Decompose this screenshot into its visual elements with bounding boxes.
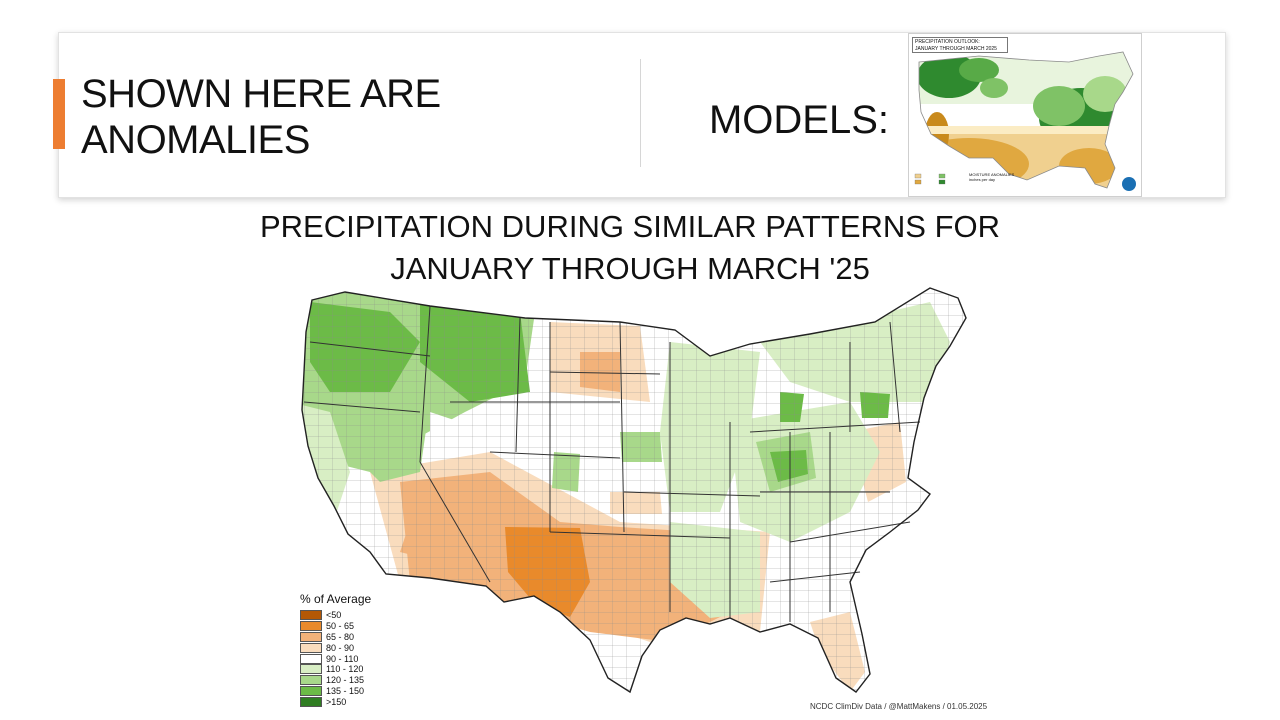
legend-swatch <box>300 621 322 632</box>
legend-item: 80 - 90 <box>300 642 410 653</box>
legend-item: 120 - 135 <box>300 675 410 686</box>
map-title-line1: PRECIPITATION DURING SIMILAR PATTERNS FO… <box>259 209 1001 244</box>
inset-map-title: PRECIPITATION OUTLOOK: JANUARY THROUGH M… <box>912 37 1008 53</box>
precipitation-map <box>290 282 990 702</box>
legend-item: >150 <box>300 696 410 707</box>
legend-item: 50 - 65 <box>300 621 410 632</box>
legend-swatch <box>300 642 322 653</box>
accent-bar <box>53 79 65 149</box>
legend-swatch <box>300 664 322 675</box>
legend-swatch <box>300 631 322 642</box>
legend-label: >150 <box>326 696 347 707</box>
legend-label: <50 <box>326 610 342 621</box>
header-title-line1: SHOWN HERE ARE <box>81 72 441 116</box>
legend-label: 65 - 80 <box>326 631 355 642</box>
model-outlook-map-graphic <box>914 51 1134 189</box>
noaa-logo-icon <box>1122 177 1136 191</box>
inset-legend-title-line1: MOISTURE ANOMALIES <box>969 172 1015 177</box>
inset-legend-title-line2: inches per day <box>969 177 996 182</box>
model-outlook-map: PRECIPITATION OUTLOOK: JANUARY THROUGH M… <box>908 33 1142 197</box>
legend-item: 135 - 150 <box>300 685 410 697</box>
legend-item: 65 - 80 <box>300 631 410 643</box>
legend-swatch <box>300 610 322 621</box>
legend-label: 90 - 110 <box>326 653 359 664</box>
legend-label: 110 - 120 <box>326 664 364 675</box>
legend-swatch <box>300 675 322 686</box>
header-divider <box>640 59 641 167</box>
header-card: SHOWN HERE ARE ANOMALIES MODELS: <box>53 32 1226 198</box>
inset-legend-title: MOISTURE ANOMALIES inches per day <box>969 172 1014 182</box>
map-legend: % of Average <50 50 - 65 65 - 80 80 - 90 90 … <box>300 592 410 707</box>
legend-rows: <50 50 - 65 65 - 80 80 - 90 90 - 110 110 - 12… <box>300 610 410 707</box>
map-credit: NCDC ClimDiv Data / @MattMakens / 01.05.… <box>810 702 988 711</box>
legend-title: % of Average <box>300 592 372 606</box>
legend-item: 90 - 110 <box>300 653 410 664</box>
state-borders <box>303 305 921 622</box>
legend-label: 50 - 65 <box>326 621 355 632</box>
legend-label: 120 - 135 <box>326 675 365 686</box>
legend-item: <50 <box>300 610 410 621</box>
legend-item: 110 - 120 <box>300 664 410 675</box>
legend-swatch <box>300 685 322 696</box>
models-label: MODELS: <box>708 98 889 142</box>
header-title-line2: ANOMALIES <box>81 118 310 162</box>
inset-map-title-line2: JANUARY THROUGH MARCH 2025 <box>915 46 997 52</box>
legend-label: 80 - 90 <box>326 642 355 653</box>
inset-map-title-line1: PRECIPITATION OUTLOOK: <box>915 39 980 45</box>
legend-label: 135 - 150 <box>326 685 365 696</box>
map-title: PRECIPITATION DURING SIMILAR PATTERNS FO… <box>250 206 1010 290</box>
map-title-line2: JANUARY THROUGH MARCH '25 <box>390 251 870 286</box>
precipitation-map-graphic <box>301 287 967 694</box>
header-title: SHOWN HERE ARE ANOMALIES <box>81 71 601 163</box>
legend-swatch <box>300 653 322 664</box>
legend-swatch <box>300 696 322 707</box>
